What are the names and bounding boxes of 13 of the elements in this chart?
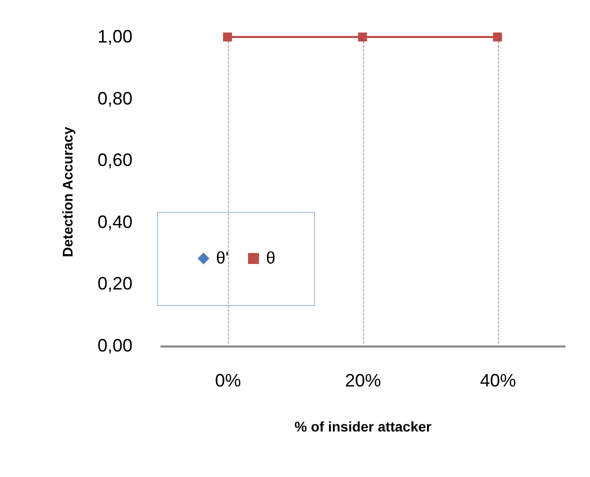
- x-tick-label: 40%: [480, 370, 516, 390]
- legend-label: θ: [266, 248, 276, 268]
- y-tick-label: 0,40: [97, 212, 132, 232]
- x-tick-label: 0%: [214, 370, 242, 390]
- legend-label: θ': [216, 248, 229, 268]
- y-tick-label: 0,20: [97, 274, 132, 294]
- y-tick-label: 0,80: [97, 88, 132, 108]
- y-tick-label: 1,00: [97, 26, 132, 46]
- y-tick-label: 0,00: [97, 336, 132, 356]
- y-tick-label: 0,60: [97, 150, 132, 170]
- x-axis-title: % of insider attacker: [294, 418, 432, 434]
- y-axis-title: Detection Accuracy: [59, 126, 76, 258]
- x-tick-label: 20%: [344, 370, 382, 390]
